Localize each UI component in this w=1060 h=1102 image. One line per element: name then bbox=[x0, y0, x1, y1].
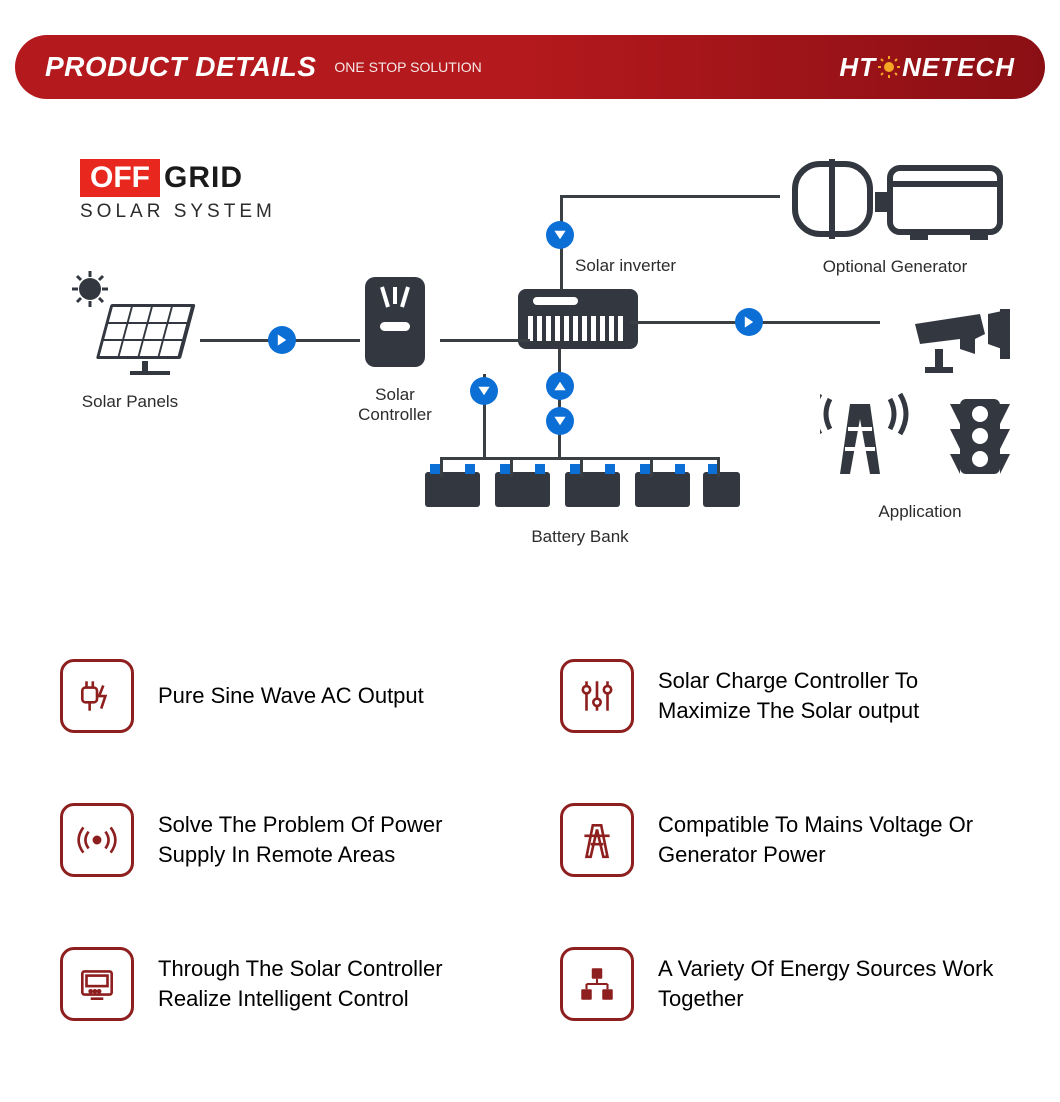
feature-text: Solve The Problem Of Power Supply In Rem… bbox=[158, 810, 500, 869]
brand-pre: HT bbox=[839, 52, 876, 83]
header-title: PRODUCT DETAILS bbox=[45, 51, 316, 83]
conn-line bbox=[440, 457, 443, 477]
feature-item: Solve The Problem Of Power Supply In Rem… bbox=[60, 803, 500, 877]
signal-icon bbox=[60, 803, 134, 877]
arrow-down-icon bbox=[546, 221, 574, 249]
conn-line bbox=[580, 457, 583, 477]
feature-item: Solar Charge Controller To Maximize The … bbox=[560, 659, 1000, 733]
feature-text: Solar Charge Controller To Maximize The … bbox=[658, 666, 1000, 725]
controller-icon bbox=[360, 272, 430, 372]
solar-controller-node: Solar Controller bbox=[345, 272, 445, 425]
solar-panels-node: Solar Panels bbox=[50, 269, 210, 412]
title-sub: SOLAR SYSTEM bbox=[80, 201, 276, 223]
feature-item: Pure Sine Wave AC Output bbox=[60, 659, 500, 733]
diagram-title: OFFGRID SOLAR SYSTEM bbox=[80, 159, 276, 223]
monitor-icon bbox=[60, 947, 134, 1021]
sliders-icon bbox=[560, 659, 634, 733]
generator-icon bbox=[780, 154, 1010, 244]
arrow-right-icon bbox=[735, 308, 763, 336]
solar-inverter-label: Solar inverter bbox=[575, 256, 676, 276]
feature-item: Through The Solar Controller Realize Int… bbox=[60, 947, 500, 1021]
conn-line bbox=[440, 339, 530, 342]
plug-icon bbox=[60, 659, 134, 733]
feature-item: Compatible To Mains Voltage Or Generator… bbox=[560, 803, 1000, 877]
solar-controller-label: Solar Controller bbox=[345, 385, 445, 425]
feature-text: Pure Sine Wave AC Output bbox=[158, 681, 424, 711]
conn-line bbox=[650, 457, 653, 477]
tower-icon bbox=[560, 803, 634, 877]
solar-panel-icon bbox=[60, 269, 200, 379]
solar-inverter-node bbox=[510, 284, 645, 359]
application-node: Application bbox=[820, 309, 1020, 522]
conn-line bbox=[717, 457, 720, 477]
brand-logo: HT NETECH bbox=[839, 52, 1015, 83]
battery-bank-label: Battery Bank bbox=[420, 527, 740, 547]
arrow-down-icon bbox=[470, 377, 498, 405]
features-grid: Pure Sine Wave AC Output Solar Charge Co… bbox=[60, 659, 1000, 1021]
feature-text: Compatible To Mains Voltage Or Generator… bbox=[658, 810, 1000, 869]
generator-node: Optional Generator bbox=[780, 154, 1010, 277]
conn-line bbox=[560, 195, 780, 198]
solar-panels-label: Solar Panels bbox=[50, 392, 210, 412]
generator-label: Optional Generator bbox=[780, 257, 1010, 277]
application-icon bbox=[820, 309, 1020, 489]
arrow-down-icon bbox=[546, 407, 574, 435]
feature-text: A Variety Of Energy Sources Work Togethe… bbox=[658, 954, 1000, 1013]
conn-line bbox=[510, 457, 513, 477]
title-off: OFF bbox=[80, 159, 160, 197]
header-bar: PRODUCT DETAILS ONE STOP SOLUTION HT NET… bbox=[15, 35, 1045, 99]
diagram: OFFGRID SOLAR SYSTEM Solar bbox=[40, 159, 1020, 589]
nodes-icon bbox=[560, 947, 634, 1021]
title-grid: GRID bbox=[164, 161, 243, 195]
feature-item: A Variety Of Energy Sources Work Togethe… bbox=[560, 947, 1000, 1021]
feature-text: Through The Solar Controller Realize Int… bbox=[158, 954, 500, 1013]
conn-line bbox=[558, 349, 561, 457]
application-label: Application bbox=[820, 502, 1020, 522]
inverter-icon bbox=[513, 284, 643, 354]
sun-icon bbox=[877, 55, 901, 79]
arrow-up-icon bbox=[546, 372, 574, 400]
arrow-right-icon bbox=[268, 326, 296, 354]
brand-post: NETECH bbox=[902, 52, 1015, 83]
header-subtitle: ONE STOP SOLUTION bbox=[334, 59, 481, 75]
